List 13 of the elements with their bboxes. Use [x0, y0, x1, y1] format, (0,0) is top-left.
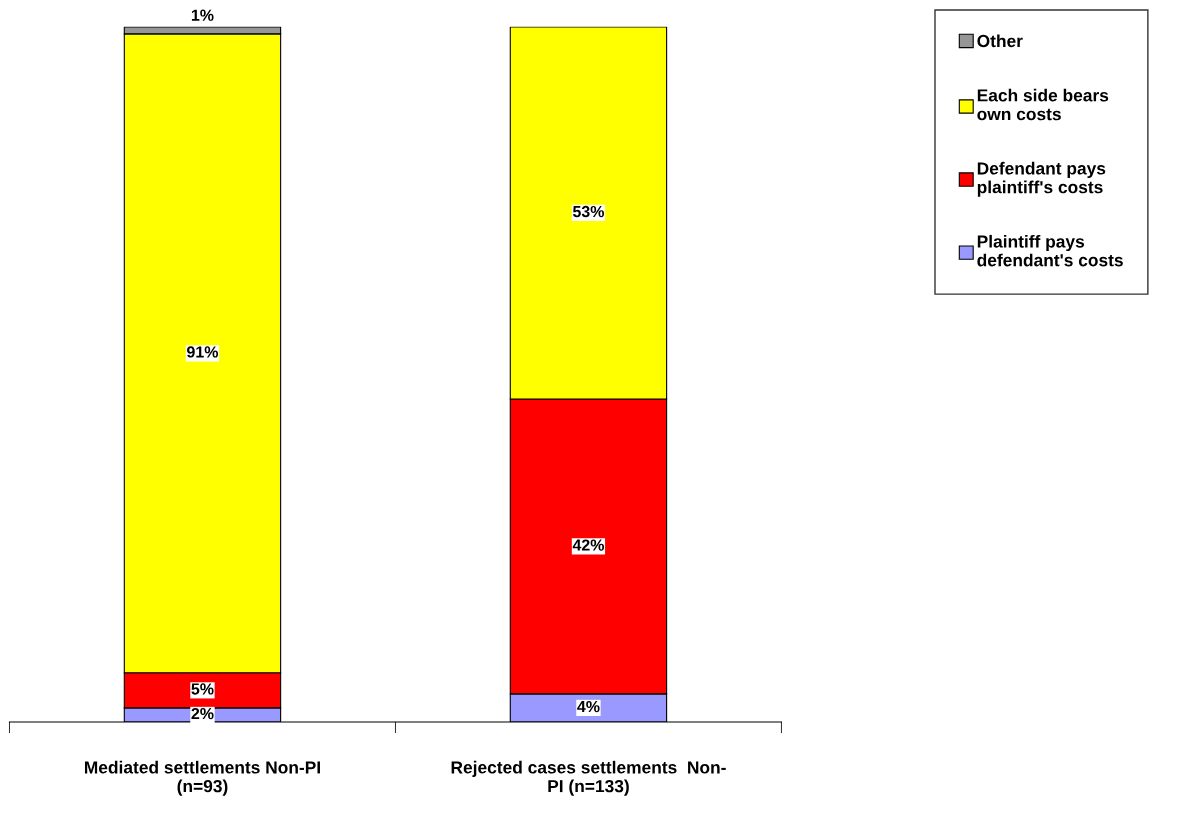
data-label: 91%: [187, 346, 219, 358]
data-label: 2%: [191, 707, 214, 720]
data-label: 53%: [572, 205, 605, 218]
x-tick-label: Mediated settlements Non-PI (n=93): [84, 760, 320, 796]
data-label: 1%: [191, 9, 214, 21]
x-tick-label: Rejected cases settlements Non- PI (n=133): [451, 760, 726, 796]
data-label: 4%: [577, 700, 600, 713]
legend-label: Plaintiff pays defendant's costs: [977, 234, 1123, 267]
legend-label: Defendant pays plaintiff's costs: [977, 161, 1106, 197]
legend-label: Each side bears own costs: [977, 88, 1109, 121]
legend-label: Other: [977, 34, 1023, 48]
data-label: 5%: [191, 683, 214, 695]
data-label: 42%: [572, 539, 605, 551]
